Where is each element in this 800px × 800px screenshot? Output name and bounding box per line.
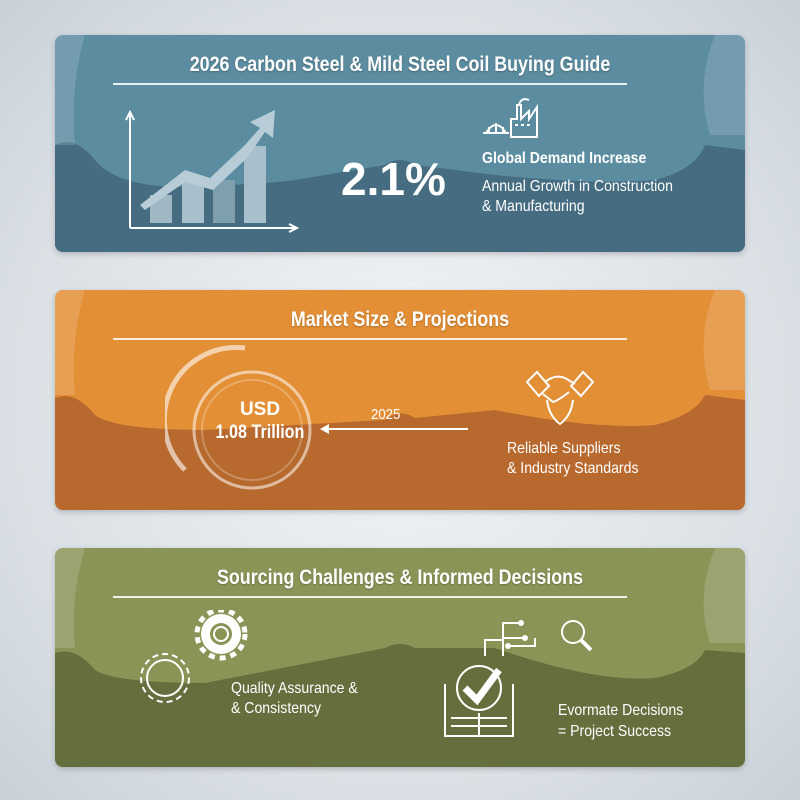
market-size-panel: Market Size & Projections USD 1.08 Trill… xyxy=(55,290,745,510)
quality-line-2: & Consistency xyxy=(231,700,321,717)
growth-chart-icon xyxy=(125,110,300,233)
growth-stat: 2.1% xyxy=(341,153,446,205)
market-value: USD 1.08 Trillion xyxy=(205,398,315,444)
title-divider xyxy=(113,338,627,340)
demand-line-1: Annual Growth in Construction xyxy=(482,178,673,195)
suppliers-line-2: & Industry Standards xyxy=(507,460,639,477)
ring-gauge-icon xyxy=(165,345,312,490)
title-divider xyxy=(113,83,627,85)
panel-title: 2026 Carbon Steel & Mild Steel Coil Buyi… xyxy=(189,53,611,76)
suppliers-line-1: Reliable Suppliers xyxy=(507,440,621,457)
handshake-shield-icon xyxy=(525,370,595,426)
year-label: 2025 xyxy=(371,406,401,423)
quality-line-1: Quality Assurance & xyxy=(231,680,358,697)
decisions-line-1: Evormate Decisions xyxy=(558,702,684,719)
demand-heading: Global Demand Increase xyxy=(482,150,647,167)
demand-panel: 2026 Carbon Steel & Mild Steel Coil Buyi… xyxy=(55,35,745,252)
demand-line-2: & Manufacturing xyxy=(482,198,585,215)
checklist-book-search-icon xyxy=(444,620,593,737)
panel-title: Market Size & Projections xyxy=(290,308,510,331)
panel-title: Sourcing Challenges & Informed Decisions xyxy=(216,566,584,589)
market-currency: USD xyxy=(239,399,281,420)
panel-background xyxy=(55,548,745,767)
sourcing-panel: Sourcing Challenges & Informed Decisions… xyxy=(55,548,745,767)
market-amount: 1.08 Trillion xyxy=(215,422,305,443)
factory-bridge-icon xyxy=(483,98,538,138)
title-divider xyxy=(113,596,627,598)
arrow-left-icon xyxy=(320,424,468,434)
decisions-line-2: = Project Success xyxy=(558,723,672,740)
gears-icon xyxy=(140,610,248,703)
panel-background xyxy=(55,35,745,252)
